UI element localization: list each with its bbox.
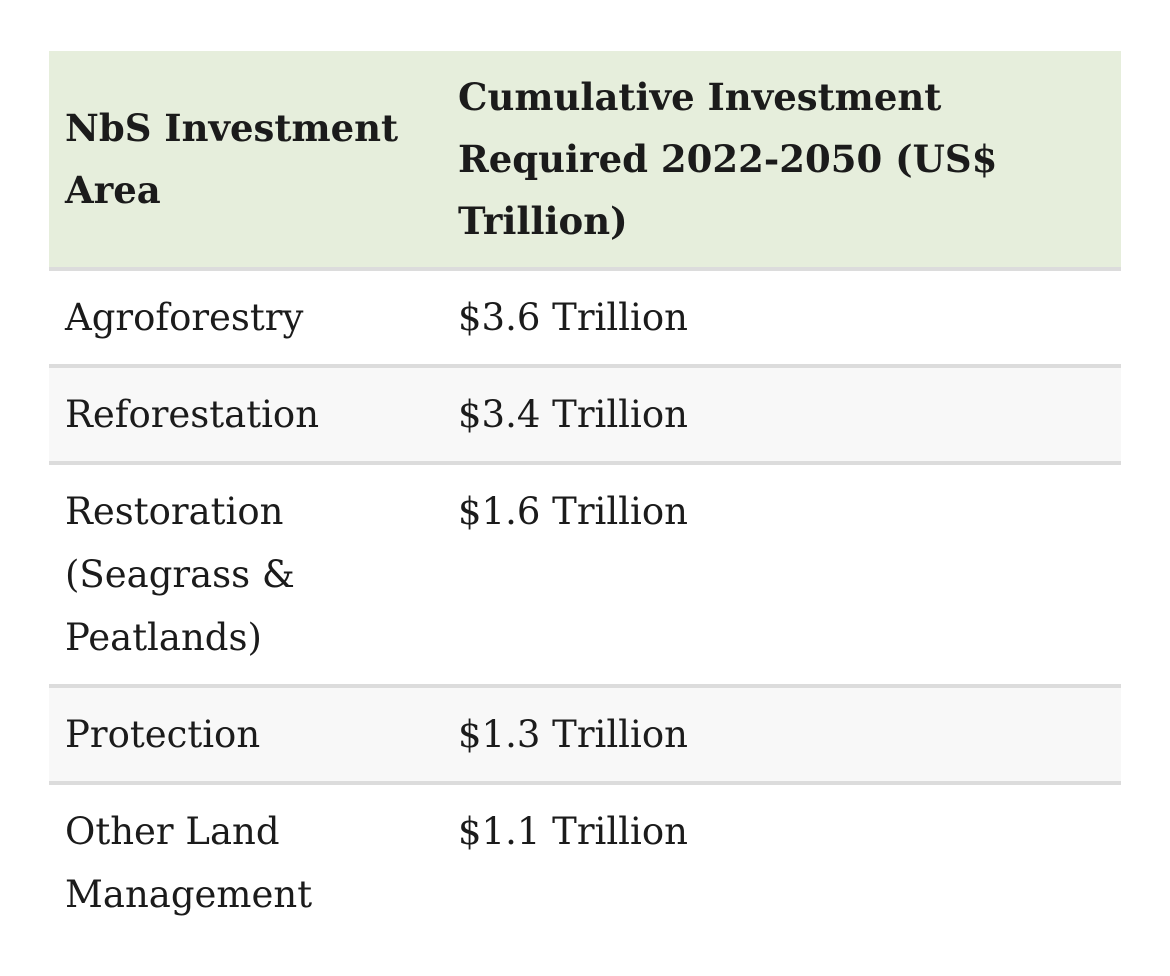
investment-table-container: NbS Investment Area Cumulative Investmen… [49, 51, 1121, 941]
cell-investment: $3.4 Trillion [442, 366, 1121, 465]
cell-area: Reforestation [49, 366, 442, 465]
cell-investment: $1.1 Trillion [458, 810, 688, 853]
table-row: Other Land Management $1.1 Trillion [49, 783, 1121, 941]
cell-area: Agroforestry [49, 269, 442, 368]
investment-table: NbS Investment Area Cumulative Investmen… [49, 51, 1121, 941]
cell-investment: $3.6 Trillion [442, 269, 1121, 368]
table-row: Reforestation $3.4 Trillion [49, 366, 1121, 465]
cell-area: Protection [49, 686, 442, 785]
cell-investment: $1.6 Trillion [442, 463, 1121, 688]
table-body: Agroforestry $3.6 Trillion Reforestation… [49, 269, 1121, 941]
cell-area: Other Land Management [65, 810, 313, 916]
table-row: Agroforestry $3.6 Trillion [49, 269, 1121, 368]
table-row: Restoration (Seagrass & Peatlands) $1.6 … [49, 463, 1121, 688]
cell-investment: $1.3 Trillion [442, 686, 1121, 785]
column-header-area: NbS Investment Area [49, 51, 442, 271]
table-row: Protection $1.3 Trillion [49, 686, 1121, 785]
table-header: NbS Investment Area Cumulative Investmen… [49, 51, 1121, 271]
header-row: NbS Investment Area Cumulative Investmen… [49, 51, 1121, 271]
column-header-investment: Cumulative Investment Required 2022-2050… [442, 51, 1121, 271]
cell-area: Restoration (Seagrass & Peatlands) [49, 463, 442, 688]
